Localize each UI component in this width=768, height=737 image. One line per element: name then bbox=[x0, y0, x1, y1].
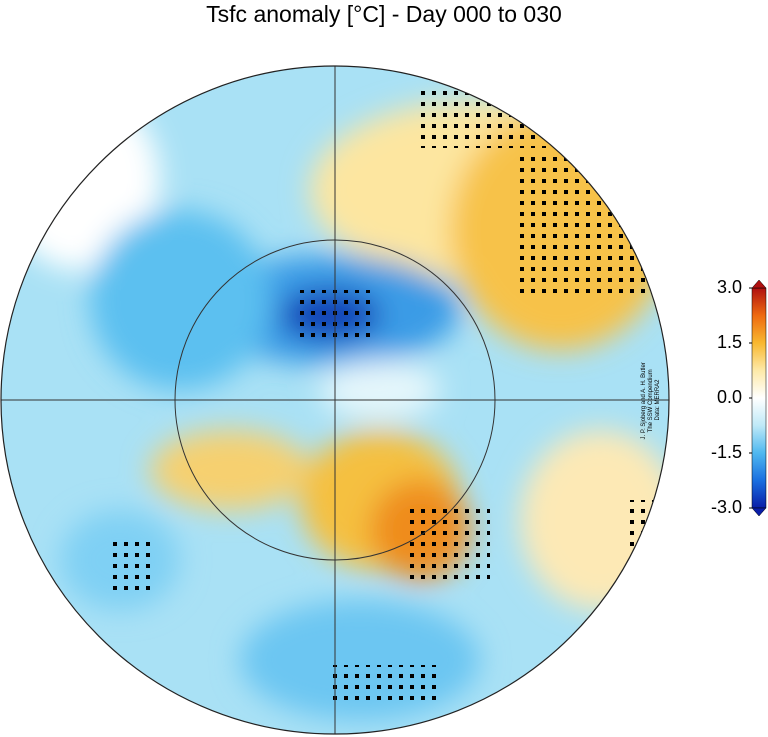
colorbar-tick-label: 0.0 bbox=[717, 387, 742, 407]
credit-line: The SSW Compendium bbox=[648, 369, 654, 432]
credit-line: Data: MERRA2 bbox=[655, 379, 661, 421]
title: Tsfc anomaly [°C] - Day 000 to 030 bbox=[206, 1, 562, 27]
colorbar-tick-label: -1.5 bbox=[711, 442, 742, 462]
colorbar-bottom-arrow bbox=[751, 507, 767, 517]
colorbar-top-arrow bbox=[751, 279, 767, 289]
colorbar-tick-label: -3.0 bbox=[711, 497, 742, 517]
credits: J. P. Sjoberg and A. H. Butler The SSW C… bbox=[641, 361, 661, 440]
colorbar-tick-label: 1.5 bbox=[717, 332, 742, 352]
credit-line: J. P. Sjoberg and A. H. Butler bbox=[641, 362, 647, 439]
colorbar-body bbox=[751, 287, 767, 509]
map bbox=[1, 66, 669, 734]
colorbar: 3.0 1.5 0.0 -1.5 -3.0 bbox=[711, 277, 767, 517]
colorbar-tick-label: 3.0 bbox=[717, 277, 742, 297]
